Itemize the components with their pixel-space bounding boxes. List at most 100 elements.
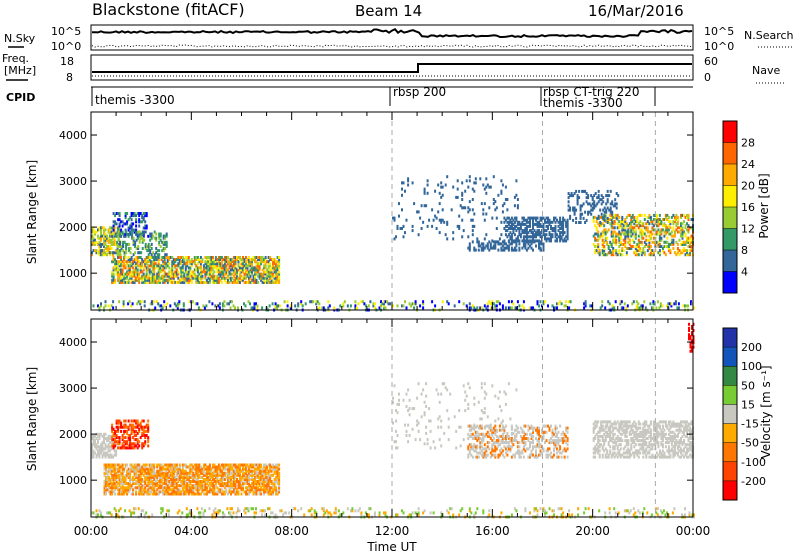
data-cell	[267, 484, 270, 488]
data-cell	[120, 268, 123, 272]
data-cell	[144, 486, 147, 490]
data-cell	[103, 230, 105, 234]
data-cell	[230, 484, 232, 488]
data-cell	[124, 214, 127, 218]
data-cell	[239, 266, 241, 270]
data-cell	[636, 245, 639, 248]
data-cell	[113, 449, 116, 453]
data-cell	[190, 274, 193, 278]
data-cell	[189, 268, 192, 272]
data-cell	[113, 240, 116, 244]
data-cell	[205, 471, 208, 475]
data-cell	[522, 300, 525, 304]
data-cell	[217, 482, 220, 486]
data-cell	[483, 246, 486, 250]
data-cell	[243, 264, 246, 268]
data-cell	[113, 453, 116, 457]
data-cell	[175, 270, 178, 274]
data-cell	[189, 266, 192, 270]
data-cell	[177, 272, 180, 276]
data-cell	[142, 429, 145, 433]
data-cell	[606, 230, 609, 234]
data-cell	[485, 177, 488, 181]
data-cell	[126, 471, 129, 475]
data-cell	[127, 482, 130, 486]
data-cell	[239, 482, 241, 486]
data-cell	[264, 264, 267, 268]
data-cell	[646, 228, 649, 232]
data-cell	[627, 234, 630, 238]
data-cell	[97, 445, 99, 449]
data-cell	[519, 233, 522, 237]
data-cell	[202, 486, 205, 490]
data-cell	[190, 300, 193, 304]
data-cell	[160, 469, 163, 473]
data-cell	[660, 230, 663, 234]
data-cell	[270, 465, 273, 469]
data-cell	[686, 236, 688, 240]
data-cell	[626, 304, 629, 308]
data-cell	[492, 302, 495, 306]
data-cell	[266, 478, 269, 481]
data-cell	[171, 268, 174, 272]
data-cell	[130, 463, 133, 467]
data-cell	[107, 228, 110, 232]
data-cell	[178, 469, 181, 473]
data-cell	[273, 280, 276, 284]
data-cell	[178, 278, 181, 282]
data-cell	[153, 274, 156, 278]
data-cell	[144, 463, 147, 467]
data-cell	[268, 304, 271, 308]
data-cell	[117, 212, 120, 215]
data-cell	[600, 234, 603, 238]
data-cell	[231, 268, 234, 272]
data-cell	[172, 478, 175, 481]
data-cell	[91, 437, 93, 440]
data-cell	[115, 266, 118, 270]
data-cell	[585, 192, 588, 195]
data-cell	[658, 251, 661, 255]
data-cell	[267, 280, 270, 284]
data-cell	[211, 272, 214, 276]
data-cell	[192, 260, 195, 264]
data-cell	[234, 272, 237, 276]
data-cell	[166, 473, 169, 477]
data-cell	[676, 247, 679, 250]
data-cell	[603, 249, 606, 253]
data-cell	[233, 490, 235, 494]
data-cell	[516, 222, 519, 226]
data-cell	[273, 278, 276, 282]
data-cell	[252, 258, 255, 262]
data-cell	[515, 179, 518, 183]
data-cell	[165, 480, 168, 483]
data-cell	[187, 266, 190, 270]
data-cell	[181, 256, 184, 259]
data-cell	[153, 258, 156, 262]
data-cell	[149, 251, 152, 255]
data-cell	[210, 258, 213, 262]
data-cell	[614, 300, 617, 304]
data-cell	[273, 480, 276, 483]
data-cell	[464, 189, 467, 193]
data-cell	[223, 256, 226, 259]
data-cell	[610, 226, 613, 230]
data-cell	[142, 490, 145, 494]
data-cell	[207, 276, 210, 280]
data-cell	[690, 247, 693, 250]
data-cell	[276, 268, 279, 272]
data-cell	[503, 242, 506, 246]
data-cell	[681, 230, 684, 234]
data-cell	[103, 490, 106, 494]
data-cell	[242, 486, 244, 490]
data-cell	[411, 224, 414, 228]
data-cell	[148, 469, 151, 473]
data-cell	[135, 475, 138, 479]
data-cell	[159, 245, 162, 248]
data-cell	[667, 249, 670, 253]
data-cell	[645, 226, 648, 230]
data-cell	[541, 242, 543, 246]
data-cell	[272, 272, 275, 276]
data-cell	[275, 465, 278, 469]
data-cell	[667, 232, 670, 236]
